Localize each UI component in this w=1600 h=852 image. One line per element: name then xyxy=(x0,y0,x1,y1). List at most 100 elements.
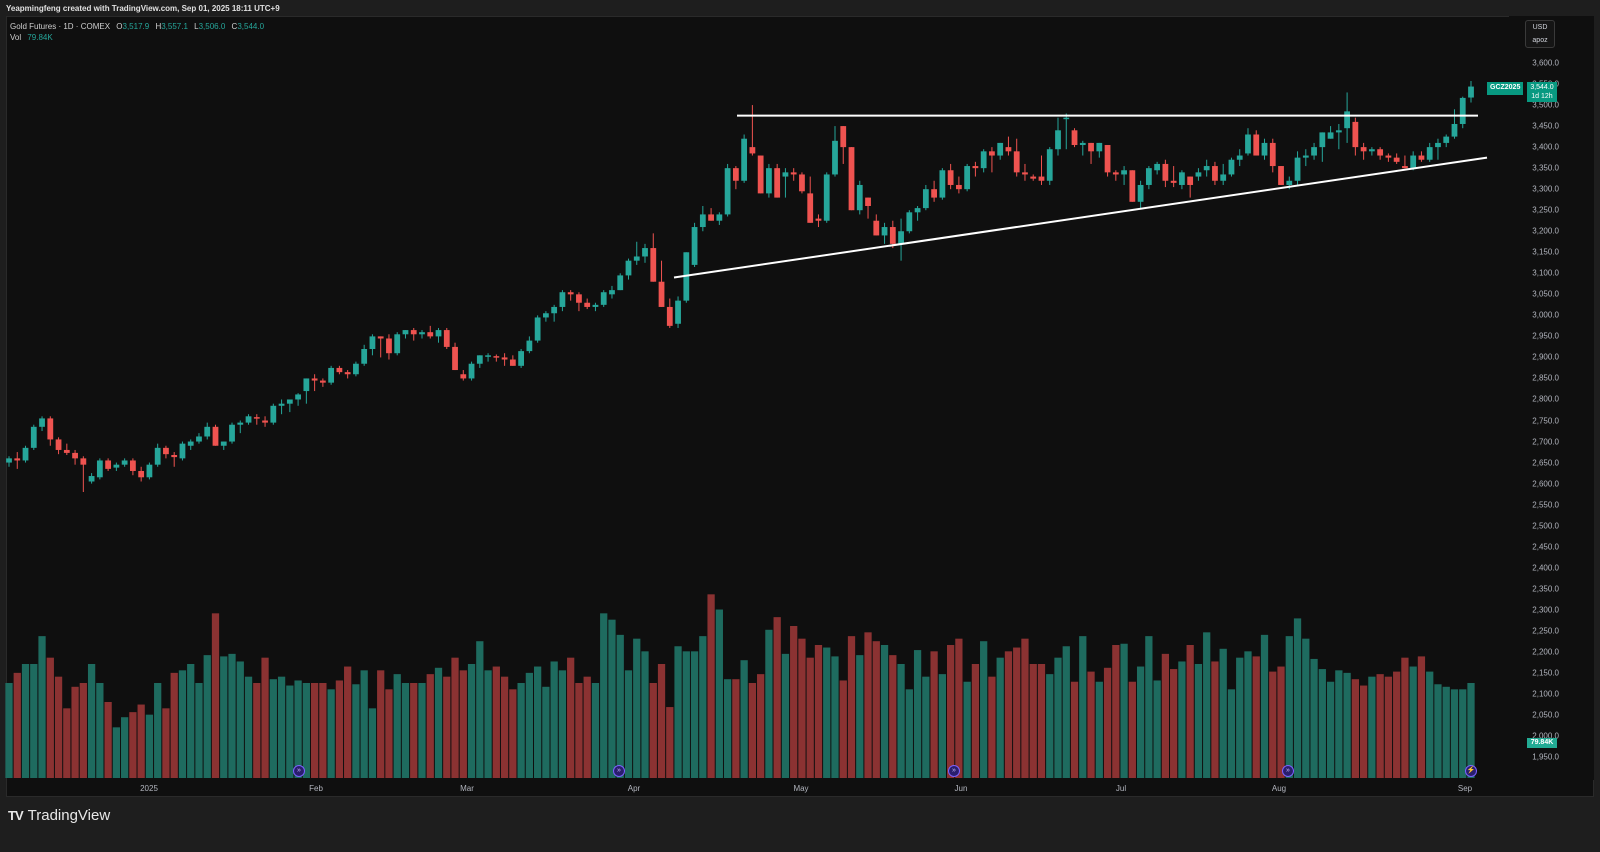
candle xyxy=(1179,170,1185,190)
event-marker-icon[interactable]: » xyxy=(613,765,625,777)
volume-bar xyxy=(1401,657,1409,778)
candle xyxy=(369,334,376,356)
volume-row: Vol 79.84K xyxy=(10,32,264,43)
volume-bar xyxy=(187,664,195,778)
price-tick: 3,050.0 xyxy=(1532,289,1559,299)
candle xyxy=(675,296,681,328)
high-label: H xyxy=(155,22,162,31)
candle xyxy=(534,315,541,343)
volume-bar xyxy=(831,656,839,778)
candle xyxy=(1459,96,1466,129)
candle xyxy=(1245,128,1251,156)
volume-bar xyxy=(211,613,220,778)
volume-bar xyxy=(839,680,847,778)
candle xyxy=(947,163,954,190)
symbol-description[interactable]: Gold Futures · 1D · COMEX xyxy=(10,22,111,31)
bar-countdown: 1d 12h xyxy=(1531,93,1553,100)
time-axis[interactable]: 2025 Feb Mar Apr May Jun Jul Aug Sep xyxy=(7,780,1509,796)
price-tick: 3,250.0 xyxy=(1532,205,1559,215)
candle xyxy=(567,290,574,301)
candle xyxy=(518,349,525,368)
candle xyxy=(1046,147,1053,185)
price-tick: 2,150.0 xyxy=(1532,668,1559,678)
volume-bar xyxy=(1136,666,1145,778)
volume-bar xyxy=(484,670,492,778)
price-tick: 2,950.0 xyxy=(1532,331,1559,341)
candle xyxy=(658,260,665,307)
candle xyxy=(1319,132,1326,162)
event-marker-icon[interactable]: » xyxy=(1282,765,1294,777)
candle xyxy=(1426,142,1433,162)
volume-bar xyxy=(426,674,434,778)
volume-bar xyxy=(542,686,550,778)
candle xyxy=(1038,155,1045,185)
price-tick: 3,350.0 xyxy=(1532,163,1559,173)
volume-bar xyxy=(649,683,657,778)
candle xyxy=(353,361,359,377)
volume-bar xyxy=(1004,651,1013,778)
volume-bar xyxy=(443,676,451,778)
candle xyxy=(807,176,814,223)
candle xyxy=(1195,168,1202,181)
event-marker-icon[interactable]: » xyxy=(948,765,960,777)
price-tick: 2,050.0 xyxy=(1532,710,1559,720)
volume-bar xyxy=(624,670,633,778)
candle xyxy=(600,290,607,307)
candle xyxy=(1418,151,1425,162)
candle xyxy=(1335,123,1342,150)
currency-unit-button[interactable]: USD apoz xyxy=(1525,20,1555,48)
volume-bar xyxy=(1393,671,1401,778)
volume-bar xyxy=(922,676,930,778)
candle xyxy=(460,370,467,381)
time-label: Jun xyxy=(954,784,968,793)
candle xyxy=(476,355,483,368)
candle xyxy=(55,437,62,455)
support-trendline[interactable] xyxy=(673,156,1488,279)
price-tick: 2,750.0 xyxy=(1532,416,1559,425)
time-label: 2025 xyxy=(140,784,158,793)
volume-label[interactable]: Vol xyxy=(10,33,22,42)
volume-bar xyxy=(517,683,525,778)
candle xyxy=(617,273,624,291)
tradingview-brand[interactable]: TV TradingView xyxy=(8,807,110,824)
candle xyxy=(774,163,781,198)
price-tick: 2,500.0 xyxy=(1532,521,1559,531)
volume-bar xyxy=(500,676,509,778)
candle xyxy=(1302,149,1309,167)
price-tick: 1,950.0 xyxy=(1532,752,1559,762)
brand-name: TradingView xyxy=(27,807,111,824)
candle xyxy=(749,105,756,156)
volume-bar xyxy=(228,653,236,778)
volume-bar xyxy=(1409,666,1417,778)
volume-bar xyxy=(1434,684,1442,778)
volume-bar xyxy=(21,664,30,778)
price-tick: 3,400.0 xyxy=(1532,142,1559,152)
price-tick: 2,300.0 xyxy=(1532,605,1559,615)
event-marker-icon[interactable]: » xyxy=(293,765,305,777)
volume-bar xyxy=(195,683,203,778)
candle xyxy=(22,445,29,463)
candle xyxy=(377,336,384,358)
close-value: 3,544.0 xyxy=(237,22,265,31)
candle xyxy=(1112,170,1119,181)
candle xyxy=(196,433,202,444)
candle xyxy=(30,424,37,450)
candle xyxy=(1368,147,1375,156)
volume-bar xyxy=(757,674,765,778)
event-marker-icon[interactable]: ⚡ xyxy=(1465,765,1477,777)
volume-bar xyxy=(583,676,591,778)
low-value: 3,506.0 xyxy=(198,22,226,31)
candle xyxy=(171,452,178,467)
candle xyxy=(799,172,805,194)
candle xyxy=(220,441,227,450)
volume-bar xyxy=(1153,680,1161,778)
volume-bar xyxy=(748,683,757,778)
volume-bar xyxy=(996,657,1004,778)
price-axis[interactable]: 3,600.03,550.03,500.03,450.03,400.03,350… xyxy=(1509,16,1594,780)
volume-bar xyxy=(1112,645,1120,778)
price-tick: 2,200.0 xyxy=(1532,647,1559,657)
candle xyxy=(204,422,211,440)
volume-bar xyxy=(980,641,988,778)
volume-bar xyxy=(616,634,624,778)
